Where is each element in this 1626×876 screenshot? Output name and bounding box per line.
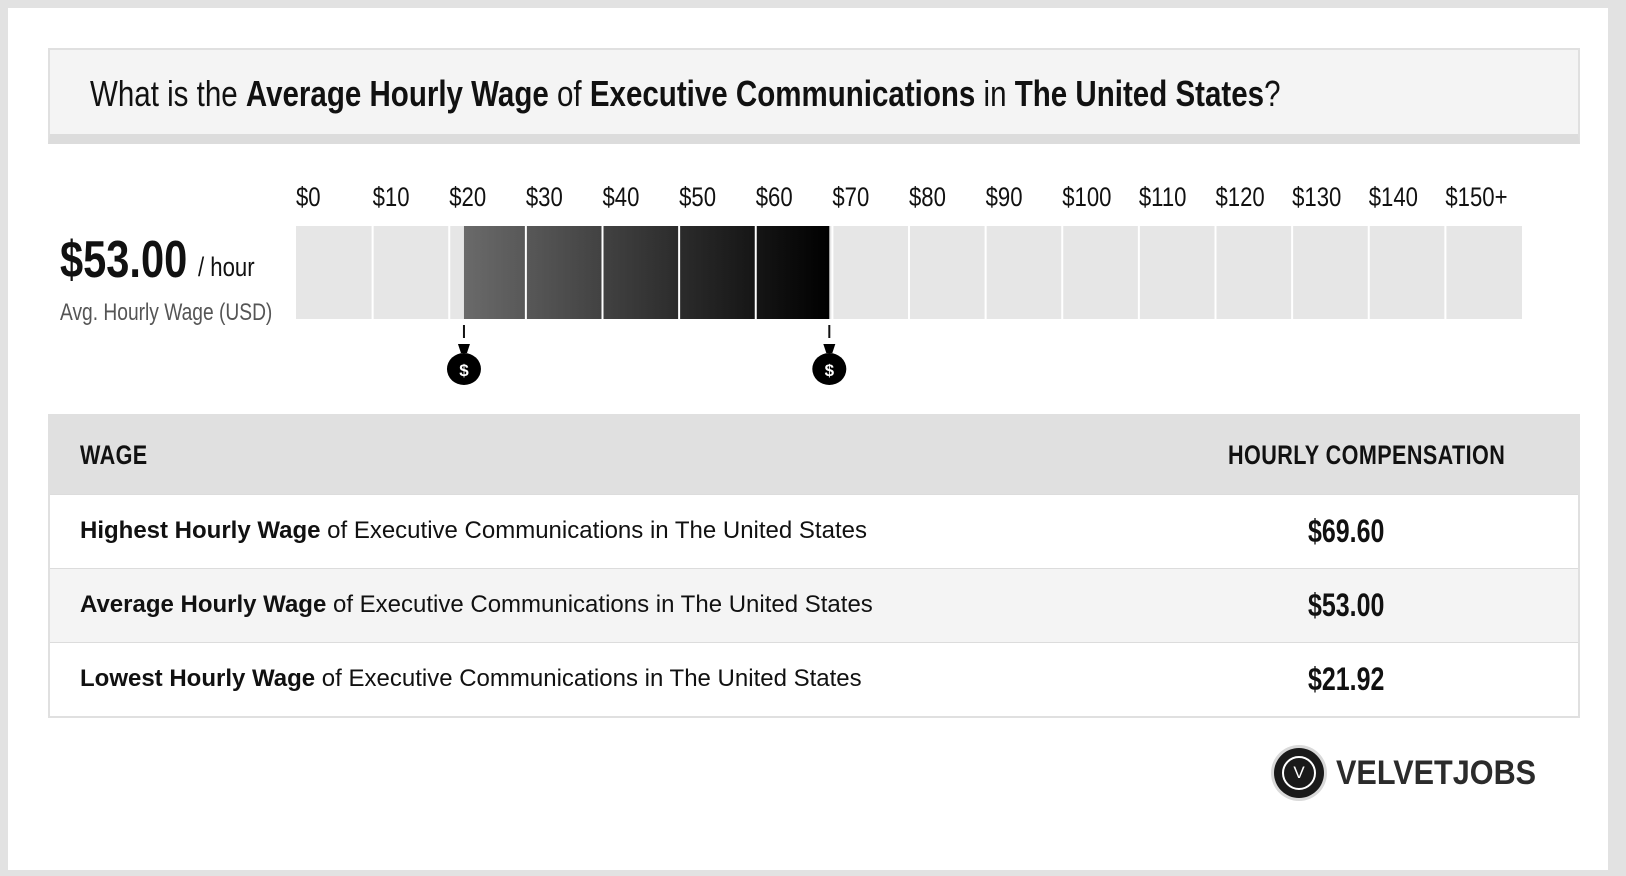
header-hourly-compensation: HOURLY COMPENSATION	[1228, 440, 1506, 470]
row-label-rest: of Executive Communications in The Unite…	[320, 517, 867, 544]
segment-divider	[1367, 226, 1370, 319]
row-label-bold: Lowest Hourly Wage	[80, 665, 316, 692]
range-bar	[463, 226, 830, 319]
segment-divider	[984, 226, 987, 319]
row-label: Highest Hourly Wage of Executive Communi…	[80, 517, 867, 545]
row-value: $21.92	[1308, 661, 1385, 697]
row-value: $53.00	[1308, 587, 1385, 623]
title-part-bold: Average Hourly Wage	[245, 73, 549, 114]
header-wage: WAGE	[80, 440, 148, 470]
tick-label: $150+	[1445, 183, 1507, 213]
tick-label: $0	[296, 183, 321, 213]
segment-divider	[1444, 226, 1447, 319]
tick-label: $120	[1216, 183, 1265, 213]
table-header: WAGE HOURLY COMPENSATION	[50, 416, 1578, 494]
row-label: Lowest Hourly Wage of Executive Communic…	[80, 665, 862, 693]
wage-table: WAGE HOURLY COMPENSATION Highest Hourly …	[48, 414, 1580, 718]
segment-divider	[1214, 226, 1217, 319]
title-part: in	[975, 73, 1015, 114]
title-part: ?	[1264, 73, 1281, 114]
segment-divider	[1137, 226, 1140, 319]
segment-divider	[908, 226, 910, 319]
row-label-rest: of Executive Communications in The Unite…	[326, 591, 873, 618]
wage-range-chart: $0 $10 $20 $30 $40 $50 $60 $70 $80 $90 $100 $110 $12…	[296, 183, 1522, 385]
row-value: $69.60	[1308, 513, 1385, 549]
money-bag-icon	[446, 353, 481, 385]
title-part: of	[548, 73, 590, 114]
row-label-rest: of Executive Communications in The Unite…	[315, 665, 862, 692]
tick-label: $80	[909, 183, 946, 213]
tick-label: $90	[986, 183, 1023, 213]
logo-text: VELVETJOBS	[1336, 754, 1537, 792]
tick-label: $100	[1062, 183, 1111, 213]
money-bag-icon-top	[457, 344, 470, 353]
tick-label: $110	[1139, 183, 1187, 213]
tick-label: $20	[449, 183, 486, 213]
tick-label: $40	[603, 183, 640, 213]
average-wage-caption: Avg. Hourly Wage (USD)	[60, 299, 273, 326]
tick-label: $50	[679, 183, 716, 213]
segment-divider	[524, 226, 527, 319]
tick-label: $140	[1369, 183, 1418, 213]
tick-label: $60	[756, 183, 793, 213]
segment-divider	[371, 226, 374, 319]
dollar-sign-icon: $	[825, 361, 835, 380]
segment-divider	[1291, 226, 1294, 319]
tick-label: $70	[832, 183, 869, 213]
row-label-bold: Highest Hourly Wage	[80, 517, 321, 544]
tick-label: $30	[526, 183, 563, 213]
title-box: What is the Average Hourly Wage of Execu…	[48, 48, 1580, 144]
table-row: Average Hourly Wage of Executive Communi…	[50, 568, 1578, 642]
segment-divider	[601, 226, 604, 319]
card: What is the Average Hourly Wage of Execu…	[8, 8, 1608, 870]
tick-label: $10	[373, 183, 410, 213]
row-label-bold: Average Hourly Wage	[80, 591, 327, 618]
title-part-bold: Executive Communications	[589, 73, 976, 114]
segment-divider	[831, 226, 834, 319]
average-wage-unit: / hour	[198, 252, 255, 282]
average-wage-value: $53.00	[60, 231, 188, 289]
table-row: Highest Hourly Wage of Executive Communi…	[50, 494, 1578, 568]
logo-mark-letter: V	[1282, 756, 1316, 790]
row-label: Average Hourly Wage of Executive Communi…	[80, 591, 873, 619]
tick-label: $130	[1292, 183, 1341, 213]
money-bag-icon-top	[823, 344, 836, 353]
title-part: What is the	[90, 73, 246, 114]
logo-mark-icon: V	[1274, 748, 1324, 798]
segment-divider	[448, 226, 451, 319]
segment-divider	[1061, 226, 1064, 319]
segment-divider	[678, 226, 681, 319]
dollar-sign-icon: $	[459, 361, 469, 380]
page-title: What is the Average Hourly Wage of Execu…	[90, 70, 1280, 118]
money-bag-icon	[812, 353, 847, 385]
segment-divider	[754, 226, 757, 319]
table-row: Lowest Hourly Wage of Executive Communic…	[50, 642, 1578, 716]
title-part-bold: The United States	[1014, 73, 1265, 114]
